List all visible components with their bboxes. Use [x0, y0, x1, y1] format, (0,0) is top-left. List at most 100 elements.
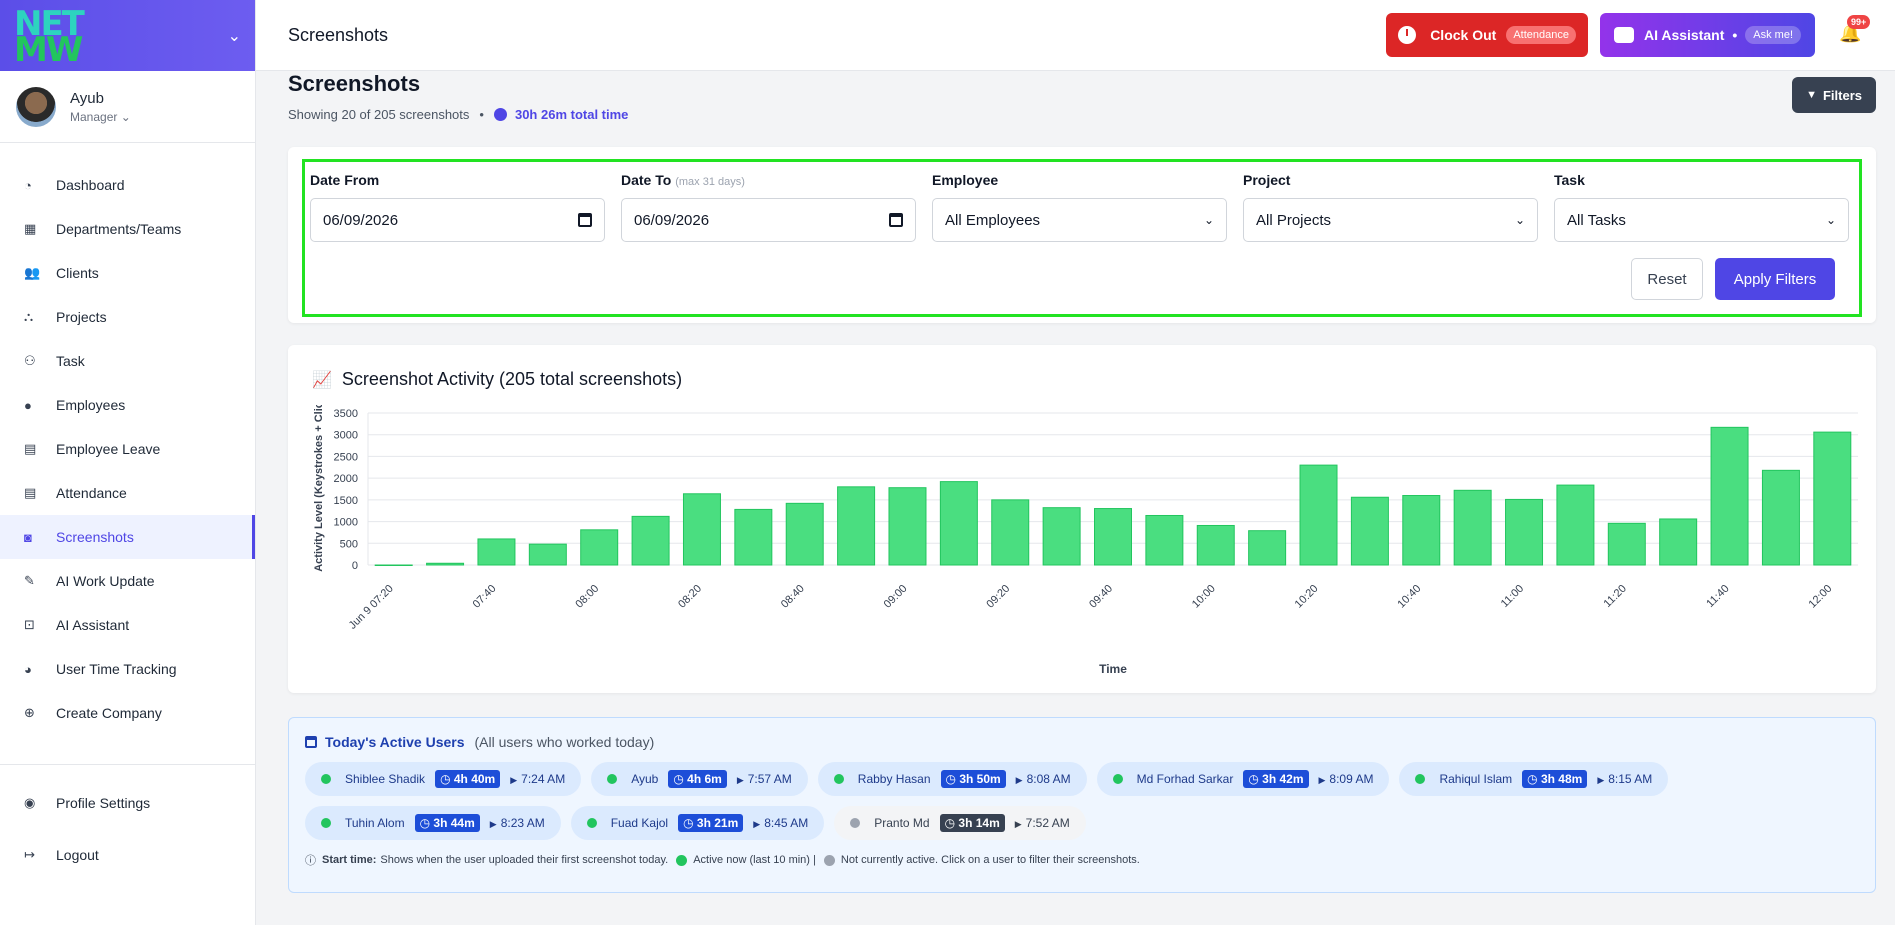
- user-icon: ●: [24, 397, 32, 413]
- active-user-chip[interactable]: Rabby Hasan ◷ 3h 50m ▶ 8:08 AM: [817, 762, 1087, 796]
- sidebar-item-create-company[interactable]: ⊕ Create Company: [0, 691, 255, 735]
- clock-icon: ◷: [683, 816, 697, 830]
- user-role[interactable]: Manager ⌄: [70, 109, 131, 124]
- chart-bar: [1248, 530, 1287, 566]
- user-name: Ayub: [631, 772, 659, 786]
- x-tick-label: 09:00: [882, 583, 910, 611]
- active-user-chip[interactable]: Md Forhad Sarkar ◷ 3h 42m ▶ 8:09 AM: [1096, 762, 1390, 796]
- page-header: Screenshots Showing 20 of 205 screenshot…: [288, 71, 1876, 147]
- status-dot: [321, 818, 331, 828]
- sidebar-item-employees[interactable]: ● Employees: [0, 383, 255, 427]
- filter-panel: Date From 06/09/2026 Date To (max 31 day…: [288, 147, 1876, 323]
- y-tick-label: 2500: [334, 451, 358, 463]
- sidebar-item-logout[interactable]: ↦ Logout: [0, 829, 255, 881]
- date-from-value: 06/09/2026: [323, 211, 399, 229]
- sidebar-item-screenshots[interactable]: ◙ Screenshots: [0, 515, 255, 559]
- company-logo[interactable]: NET MW: [14, 7, 114, 67]
- project-select[interactable]: All Projects ⌄: [1243, 198, 1538, 242]
- sidebar-item-ai-work-update[interactable]: ✎ AI Work Update: [0, 559, 255, 603]
- sidebar-item-departments-teams[interactable]: ▦ Departments/Teams: [0, 207, 255, 251]
- filters-toggle-button[interactable]: ▼ Filters: [1792, 77, 1876, 113]
- chart-bar: [1350, 496, 1389, 566]
- sidebar-item-label: User Time Tracking: [56, 661, 177, 677]
- dashboard-icon: ◔: [24, 177, 32, 193]
- inactive-status-dot: [823, 854, 835, 866]
- x-tick-label: 07:40: [471, 583, 499, 611]
- chevron-down-icon[interactable]: ⌄: [227, 27, 241, 45]
- user-profile[interactable]: Ayub Manager ⌄: [0, 71, 255, 143]
- x-tick-label: Jun 9 07:20: [347, 583, 396, 632]
- x-tick-label: 11:40: [1704, 583, 1731, 610]
- calendar-icon[interactable]: [578, 213, 592, 227]
- active-user-chip[interactable]: Pranto Md ◷ 3h 14m ▶ 7:52 AM: [834, 806, 1086, 840]
- sidebar-item-projects[interactable]: ⛬ Projects: [0, 295, 255, 339]
- sidebar-item-attendance[interactable]: ▤ Attendance: [0, 471, 255, 515]
- chart-bar: [1042, 507, 1081, 566]
- x-tick-label: 08:00: [573, 583, 601, 611]
- ai-assistant-label: AI Assistant: [1643, 27, 1725, 43]
- sidebar-item-label: Create Company: [56, 705, 162, 721]
- user-name: Rabby Hasan: [857, 772, 931, 786]
- apply-filters-button[interactable]: Apply Filters: [1715, 258, 1835, 300]
- active-users-list: Shiblee Shadik ◷ 4h 40m ▶ 7:24 AM Ayub ◷ 4h 6…: [305, 762, 1755, 840]
- ai-assistant-button[interactable]: AI Assistant • Ask me!: [1599, 13, 1815, 57]
- date-from-input[interactable]: 06/09/2026: [310, 198, 605, 242]
- sidebar-item-label: AI Assistant: [56, 617, 130, 633]
- x-tick-label: 08:40: [779, 583, 807, 611]
- active-user-chip[interactable]: Fuad Kajol ◷ 3h 21m ▶ 8:45 AM: [570, 806, 825, 840]
- chart-bar: [1556, 484, 1595, 566]
- total-time-text: 30h 26m total time: [514, 107, 629, 122]
- active-user-chip[interactable]: Tuhin Alom ◷ 3h 44m ▶ 8:23 AM: [305, 806, 561, 840]
- chart-bar: [1196, 524, 1235, 566]
- active-user-chip[interactable]: Ayub ◷ 4h 6m ▶ 7:57 AM: [591, 762, 808, 796]
- duration-badge: ◷ 3h 48m: [1522, 770, 1588, 788]
- start-time: ▶ 8:09 AM: [1318, 772, 1374, 786]
- chart-bar: [1813, 431, 1852, 566]
- sidebar-item-label: Departments/Teams: [56, 221, 182, 237]
- reset-button[interactable]: Reset: [1631, 258, 1703, 300]
- sidebar-nav-bottom: ◉ Profile Settings ↦ Logout: [0, 764, 255, 881]
- date-to-input[interactable]: 06/09/2026: [621, 198, 916, 242]
- chevron-down-icon: ⌄: [120, 109, 131, 124]
- user-name: Ayub: [70, 89, 104, 107]
- start-time: ▶ 7:24 AM: [510, 772, 566, 786]
- status-dot: [833, 774, 844, 784]
- chart-title: 📈 Screenshot Activity (205 total screens…: [312, 369, 1852, 390]
- user-name: Tuhin Alom: [345, 816, 405, 830]
- sidebar-item-task[interactable]: ⚇ Task: [0, 339, 255, 383]
- project-value: All Projects: [1256, 211, 1332, 229]
- date-to-label: Date To (max 31 days): [621, 172, 745, 188]
- calendar-icon[interactable]: [889, 213, 903, 227]
- sidebar-item-employee-leave[interactable]: ▤ Employee Leave: [0, 427, 255, 471]
- clock-icon: ◷: [440, 772, 454, 786]
- chart-bar: [1505, 498, 1544, 566]
- start-time: ▶ 7:52 AM: [1014, 816, 1070, 830]
- sidebar-item-user-time-tracking[interactable]: ◕ User Time Tracking: [0, 647, 255, 691]
- status-dot: [1415, 774, 1426, 784]
- clock-icon: [1398, 26, 1417, 44]
- user-name: Fuad Kajol: [610, 816, 669, 830]
- duration-badge: ◷ 3h 44m: [414, 814, 480, 832]
- sidebar-item-ai-assistant[interactable]: ⊡ AI Assistant: [0, 603, 255, 647]
- sidebar-item-dashboard[interactable]: ◔ Dashboard: [0, 163, 255, 207]
- clock-icon: [493, 108, 507, 121]
- sidebar-item-profile-settings[interactable]: ◉ Profile Settings: [0, 777, 255, 829]
- sidebar-item-clients[interactable]: 👥 Clients: [0, 251, 255, 295]
- calendar-icon: [305, 736, 317, 748]
- legend-inactive-text: Not currently active. Click on a user to…: [840, 854, 1140, 866]
- task-group: Task All Tasks ⌄: [1554, 172, 1849, 242]
- employee-select[interactable]: All Employees ⌄: [932, 198, 1227, 242]
- chart-bar: [631, 515, 670, 566]
- header-title: Screenshots: [288, 24, 389, 45]
- status-dot: [607, 774, 618, 784]
- task-select[interactable]: All Tasks ⌄: [1554, 198, 1849, 242]
- active-user-chip[interactable]: Rahiqul Islam ◷ 3h 48m ▶ 8:15 AM: [1399, 762, 1669, 796]
- chart-bar: [734, 508, 773, 566]
- notification-bell-icon[interactable]: 🔔 99+: [1839, 15, 1871, 47]
- separator-dot: •: [479, 107, 484, 122]
- clock-out-button[interactable]: Clock Out Attendance: [1386, 13, 1588, 57]
- user-circle-icon: ◉: [24, 795, 36, 810]
- calendar-check-icon: ▤: [24, 485, 37, 500]
- x-axis-title: Time: [1099, 662, 1127, 676]
- active-user-chip[interactable]: Shiblee Shadik ◷ 4h 40m ▶ 7:24 AM: [305, 762, 582, 796]
